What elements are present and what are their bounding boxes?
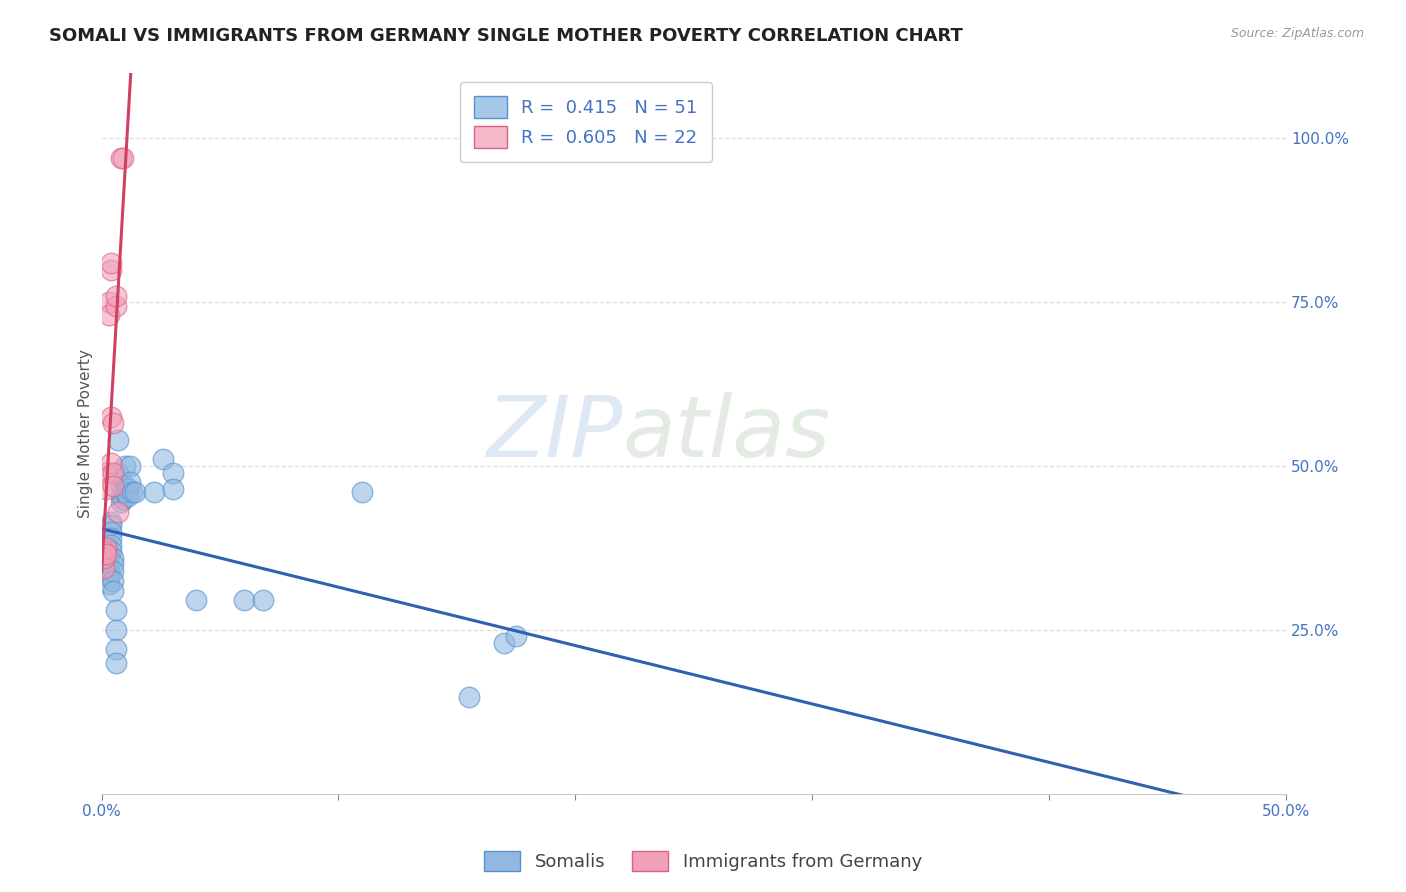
Point bbox=[186, 593, 208, 607]
Point bbox=[96, 466, 118, 480]
Point bbox=[104, 642, 127, 657]
Point bbox=[142, 485, 165, 500]
Point bbox=[114, 458, 136, 473]
Point bbox=[93, 560, 115, 574]
Point bbox=[104, 289, 127, 303]
Point bbox=[103, 417, 125, 431]
Point bbox=[494, 636, 516, 650]
Point bbox=[96, 544, 118, 558]
Point bbox=[97, 564, 120, 578]
Legend: R =  0.415   N = 51, R =  0.605   N = 22: R = 0.415 N = 51, R = 0.605 N = 22 bbox=[460, 82, 711, 162]
Point bbox=[118, 475, 141, 490]
Point bbox=[103, 558, 125, 572]
Point bbox=[352, 485, 374, 500]
Point bbox=[152, 452, 174, 467]
Point bbox=[100, 524, 122, 539]
Point bbox=[96, 554, 118, 568]
Point bbox=[505, 629, 527, 643]
Point bbox=[93, 544, 115, 558]
Text: SOMALI VS IMMIGRANTS FROM GERMANY SINGLE MOTHER POVERTY CORRELATION CHART: SOMALI VS IMMIGRANTS FROM GERMANY SINGLE… bbox=[49, 27, 963, 45]
Point bbox=[104, 623, 127, 637]
Point bbox=[96, 548, 118, 562]
Point bbox=[100, 456, 122, 470]
Point bbox=[103, 466, 125, 480]
Point bbox=[107, 505, 129, 519]
Point bbox=[96, 538, 118, 552]
Point bbox=[117, 489, 139, 503]
Point bbox=[110, 495, 132, 509]
Legend: Somalis, Immigrants from Germany: Somalis, Immigrants from Germany bbox=[477, 844, 929, 879]
Point bbox=[93, 550, 115, 565]
Point bbox=[96, 482, 118, 496]
Point bbox=[103, 574, 125, 588]
Point bbox=[107, 433, 129, 447]
Point bbox=[103, 583, 125, 598]
Point bbox=[111, 491, 134, 506]
Point bbox=[124, 485, 146, 500]
Point bbox=[97, 548, 120, 562]
Point bbox=[96, 541, 118, 555]
Point bbox=[111, 485, 134, 500]
Point bbox=[117, 482, 139, 496]
Point bbox=[162, 482, 184, 496]
Point bbox=[110, 489, 132, 503]
Point bbox=[100, 538, 122, 552]
Point bbox=[232, 593, 254, 607]
Point bbox=[100, 531, 122, 545]
Point bbox=[97, 577, 120, 591]
Point bbox=[97, 558, 120, 572]
Point bbox=[252, 593, 274, 607]
Text: ZIP: ZIP bbox=[486, 392, 623, 475]
Point bbox=[118, 458, 141, 473]
Point bbox=[97, 309, 120, 323]
Point bbox=[121, 485, 143, 500]
Point bbox=[103, 564, 125, 578]
Point bbox=[97, 295, 120, 310]
Point bbox=[97, 570, 120, 584]
Point bbox=[104, 299, 127, 313]
Text: Source: ZipAtlas.com: Source: ZipAtlas.com bbox=[1230, 27, 1364, 40]
Point bbox=[100, 544, 122, 558]
Point bbox=[162, 466, 184, 480]
Point bbox=[110, 479, 132, 493]
Point bbox=[100, 515, 122, 529]
Point bbox=[111, 151, 134, 165]
Point bbox=[114, 479, 136, 493]
Point bbox=[457, 690, 479, 704]
Point bbox=[114, 485, 136, 500]
Point bbox=[104, 656, 127, 670]
Point bbox=[100, 409, 122, 424]
Point bbox=[93, 544, 115, 558]
Point bbox=[100, 262, 122, 277]
Point bbox=[104, 603, 127, 617]
Point bbox=[103, 550, 125, 565]
Point bbox=[96, 560, 118, 574]
Y-axis label: Single Mother Poverty: Single Mother Poverty bbox=[79, 349, 93, 517]
Point bbox=[103, 479, 125, 493]
Point bbox=[100, 256, 122, 270]
Point bbox=[110, 151, 132, 165]
Point bbox=[107, 466, 129, 480]
Text: atlas: atlas bbox=[623, 392, 831, 475]
Point bbox=[100, 518, 122, 533]
